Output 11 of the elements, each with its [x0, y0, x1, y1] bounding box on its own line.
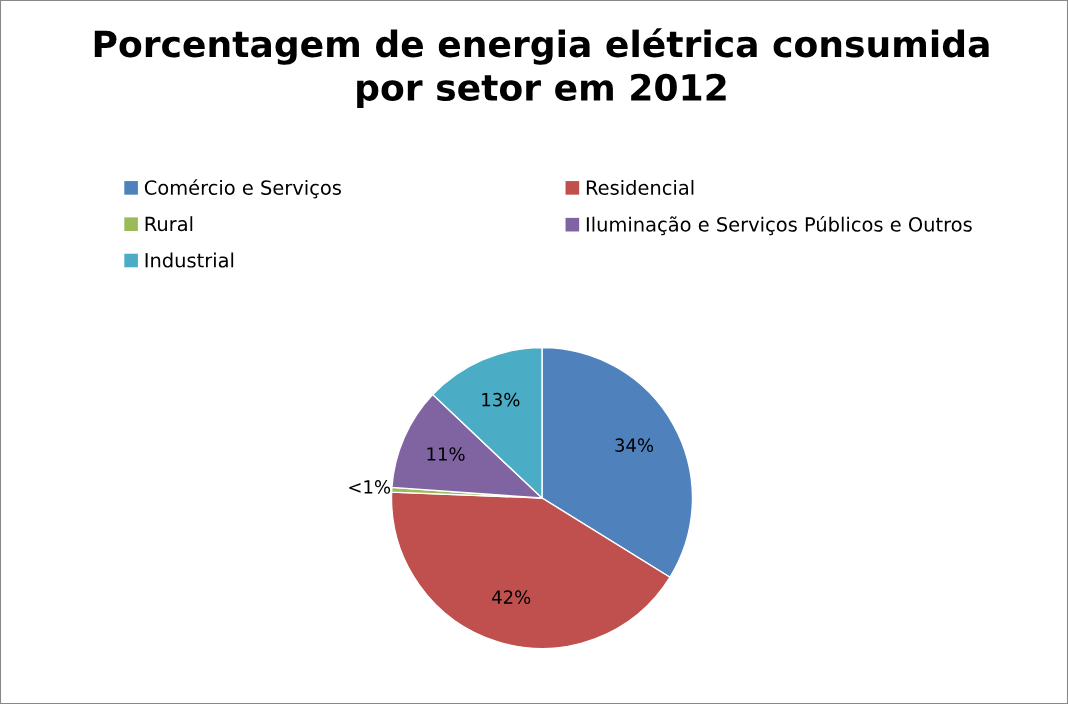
- legend-label: Rural: [145, 216, 193, 232]
- data-label: 11%: [427, 447, 465, 461]
- legend-label: Comércio e Serviços: [144, 179, 341, 199]
- data-label: 42%: [491, 590, 531, 604]
- data-label: 13%: [482, 392, 520, 407]
- data-label: 34%: [615, 438, 654, 452]
- legend-label: Iluminação e Serviços Públicos e Outros: [586, 215, 972, 236]
- legend-label: Residencial: [586, 179, 694, 195]
- data-label: <1%: [349, 480, 391, 494]
- chart-title: Porcentagem de energia elétrica consumida por setor em 2012: [94, 28, 989, 109]
- legend-label: Industrial: [145, 252, 234, 268]
